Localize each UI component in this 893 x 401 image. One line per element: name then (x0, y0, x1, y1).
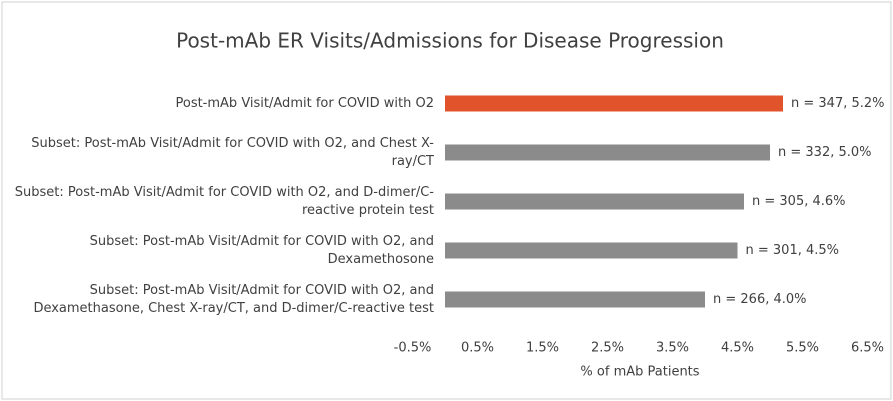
x-tick-label: 0.5% (461, 341, 494, 356)
x-tick-label: 6.5% (851, 341, 884, 356)
data-label: n = 347, 5.2% (791, 96, 885, 111)
x-tick-label: 2.5% (591, 341, 624, 356)
x-tick-label: -0.5% (394, 341, 432, 356)
x-tick-label: 4.5% (721, 341, 754, 356)
bar (445, 193, 744, 210)
y-tick-label: Subset: Post-mAb Visit/Admit for COVID w… (33, 282, 434, 316)
y-tick-label: Post-mAb Visit/Admit for COVID with O2 (175, 95, 434, 111)
x-tick-label: 1.5% (526, 341, 559, 356)
y-tick-label: Subset: Post-mAb Visit/Admit for COVID w… (14, 184, 434, 218)
data-label: n = 266, 4.0% (713, 292, 807, 307)
chart-title: Post-mAb ER Visits/Admissions for Diseas… (176, 29, 724, 53)
bar (445, 95, 783, 112)
x-tick-label: 3.5% (656, 341, 689, 356)
bar (445, 291, 705, 308)
x-tick-label: 5.5% (786, 341, 819, 356)
x-axis-title: % of mAb Patients (580, 365, 699, 380)
bar (445, 144, 770, 161)
bar (445, 242, 738, 259)
data-label: n = 301, 4.5% (746, 243, 840, 258)
y-tick-label: Subset: Post-mAb Visit/Admit for COVID w… (89, 233, 434, 267)
y-tick-label: Subset: Post-mAb Visit/Admit for COVID w… (31, 135, 434, 169)
data-label: n = 332, 5.0% (778, 145, 872, 160)
data-label: n = 305, 4.6% (752, 194, 846, 209)
